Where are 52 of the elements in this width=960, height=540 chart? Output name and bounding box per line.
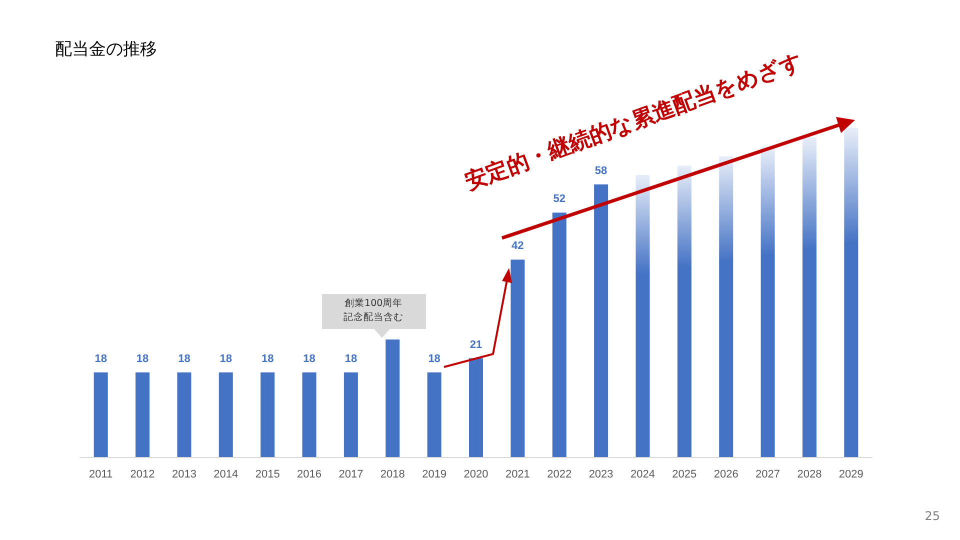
- x-tick-label: 2022: [547, 468, 572, 480]
- x-tick-label: 2029: [838, 468, 864, 480]
- x-tick-label: 2026: [714, 468, 738, 480]
- data-label: 18: [261, 352, 274, 365]
- x-tick-label: 2027: [756, 468, 780, 480]
- chart-title: 配当金の推移: [55, 40, 157, 60]
- bar: [302, 372, 316, 457]
- x-tick-label: 2014: [214, 468, 238, 480]
- x-tick-label: 2012: [130, 468, 155, 480]
- bar: [594, 184, 608, 457]
- bar: [344, 372, 358, 457]
- bar: [719, 156, 734, 457]
- x-tick-label: 2015: [255, 468, 280, 480]
- x-tick-label: 2018: [380, 468, 405, 480]
- x-tick-label: 2017: [338, 468, 364, 480]
- text: 25: [924, 509, 940, 523]
- bar: [636, 175, 650, 457]
- data-label: 18: [303, 352, 316, 365]
- x-tick-label: 2021: [505, 468, 530, 480]
- bar: [427, 372, 442, 457]
- bar: [802, 137, 816, 457]
- x-tick-label: 2016: [297, 468, 322, 480]
- bar: [177, 372, 192, 457]
- x-tick-label: 2024: [630, 468, 655, 480]
- bar: [386, 340, 400, 457]
- x-tick-label: 2019: [422, 468, 447, 480]
- bar: [469, 358, 483, 457]
- bar: [510, 260, 525, 457]
- data-label: 42: [512, 240, 524, 252]
- bar: [94, 372, 108, 457]
- bar: [552, 212, 566, 457]
- data-label: 52: [553, 193, 566, 206]
- data-label: 21: [470, 338, 482, 351]
- bar: [218, 372, 233, 457]
- data-label: 18: [220, 352, 232, 365]
- data-label: 18: [136, 352, 149, 365]
- data-label: 18: [428, 352, 440, 365]
- data-label: 58: [594, 164, 608, 177]
- data-label: 18: [178, 352, 190, 365]
- bar: [136, 372, 150, 457]
- x-tick-label: 2023: [588, 468, 614, 480]
- bar: [260, 372, 275, 457]
- x-tick-label: 2020: [464, 468, 488, 480]
- x-tick-label: 2013: [172, 468, 196, 480]
- x-tick-label: 2025: [672, 468, 697, 480]
- bar: [677, 166, 692, 457]
- data-label: 18: [94, 352, 107, 365]
- data-label: 18: [344, 352, 358, 365]
- x-tick-label: 2011: [89, 468, 113, 480]
- bar: [760, 146, 775, 457]
- annotation: 創業100周年記念配当含む: [344, 297, 404, 325]
- x-tick-label: 2028: [797, 468, 822, 480]
